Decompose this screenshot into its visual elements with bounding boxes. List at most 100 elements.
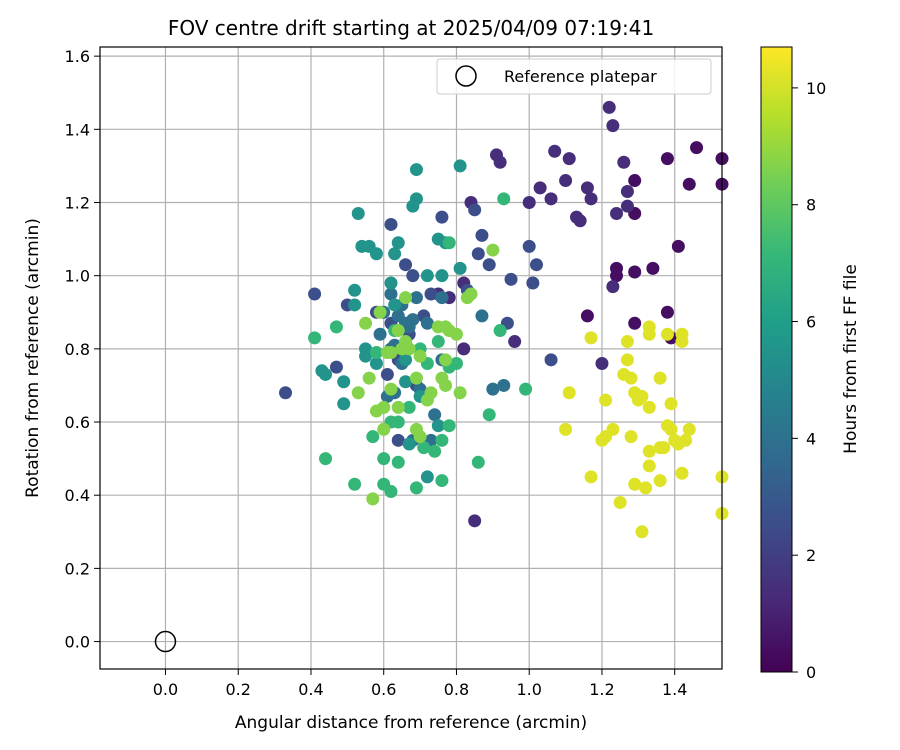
data-point — [595, 356, 609, 370]
data-point — [682, 422, 696, 436]
data-point — [624, 430, 638, 444]
x-tick-label: 0.0 — [153, 680, 178, 699]
data-point — [308, 331, 322, 345]
data-point — [369, 247, 383, 261]
data-point — [435, 210, 449, 224]
data-point — [442, 236, 456, 250]
data-point — [682, 177, 696, 191]
y-tick-label: 1.6 — [65, 47, 90, 66]
x-axis-label: Angular distance from reference (arcmin) — [235, 713, 587, 733]
data-point — [671, 239, 685, 253]
data-point — [402, 437, 416, 451]
data-point — [468, 514, 482, 528]
colorbar-tick-label: 2 — [806, 546, 816, 565]
data-point — [464, 287, 478, 301]
data-point — [613, 496, 627, 510]
x-tick-label: 0.8 — [444, 680, 469, 699]
x-tick-label: 1.2 — [589, 680, 614, 699]
data-point — [624, 371, 638, 385]
data-point — [635, 525, 649, 539]
data-point — [377, 452, 391, 466]
data-point — [580, 309, 594, 323]
data-point — [391, 455, 405, 469]
data-point — [449, 327, 463, 341]
data-point — [369, 404, 383, 418]
data-point — [439, 378, 453, 392]
data-point — [391, 433, 405, 447]
data-point — [399, 258, 413, 272]
data-point — [439, 320, 453, 334]
data-point — [679, 433, 693, 447]
data-point — [424, 287, 438, 301]
data-point — [399, 375, 413, 389]
data-point — [348, 477, 362, 491]
colorbar-tick-label: 4 — [806, 429, 816, 448]
data-point — [642, 400, 656, 414]
data-point — [653, 474, 667, 488]
x-axis-ticks: 0.0 0.2 0.4 0.6 0.8 1.0 1.2 1.4 — [153, 669, 687, 699]
data-point — [471, 247, 485, 261]
colorbar-label: Hours from first FF file — [841, 264, 861, 454]
data-point — [690, 141, 704, 155]
data-point — [420, 316, 434, 330]
data-point — [431, 335, 445, 349]
data-point — [406, 269, 420, 283]
data-point — [435, 269, 449, 283]
y-tick-label: 1.2 — [65, 194, 90, 213]
data-point — [384, 346, 398, 360]
data-point — [377, 422, 391, 436]
data-point — [617, 155, 631, 169]
data-point — [384, 276, 398, 290]
data-point — [548, 144, 562, 158]
data-point — [399, 291, 413, 305]
data-point — [475, 309, 489, 323]
data-point — [391, 400, 405, 414]
data-point — [413, 349, 427, 363]
data-point — [620, 185, 634, 199]
data-point — [660, 305, 674, 319]
data-point — [562, 152, 576, 166]
data-point — [497, 378, 511, 392]
data-point — [559, 422, 573, 436]
data-point — [653, 371, 667, 385]
x-tick-label: 0.2 — [225, 680, 250, 699]
y-axis-ticks: 0.0 0.2 0.4 0.6 0.8 1.0 1.2 1.4 1.6 — [65, 47, 100, 652]
data-point — [402, 342, 416, 356]
data-point — [362, 371, 376, 385]
data-point — [402, 400, 416, 414]
y-tick-label: 0.8 — [65, 340, 90, 359]
data-point — [642, 327, 656, 341]
data-point — [482, 258, 496, 272]
data-point — [279, 386, 293, 400]
colorbar-tick-label: 6 — [806, 313, 816, 332]
data-point — [497, 192, 511, 206]
data-point — [351, 386, 365, 400]
colorbar-tick-label: 0 — [806, 663, 816, 682]
data-point — [584, 470, 598, 484]
data-point — [468, 203, 482, 217]
data-point — [453, 261, 467, 275]
data-point — [384, 382, 398, 396]
data-point — [471, 455, 485, 469]
data-point — [628, 316, 642, 330]
data-point — [602, 100, 616, 114]
legend-box — [436, 58, 712, 95]
data-point — [428, 444, 442, 458]
data-point — [664, 422, 678, 436]
colorbar-tick-label: 10 — [806, 79, 826, 98]
data-point — [457, 342, 471, 356]
data-point — [369, 346, 383, 360]
data-point — [359, 316, 373, 330]
data-point — [337, 375, 351, 389]
data-point — [635, 389, 649, 403]
legend-reference-marker — [455, 65, 477, 87]
data-point — [391, 324, 405, 338]
data-point — [660, 152, 674, 166]
data-point — [620, 335, 634, 349]
data-point — [504, 272, 518, 286]
data-point — [409, 291, 423, 305]
data-point — [544, 192, 558, 206]
data-point — [348, 298, 362, 312]
